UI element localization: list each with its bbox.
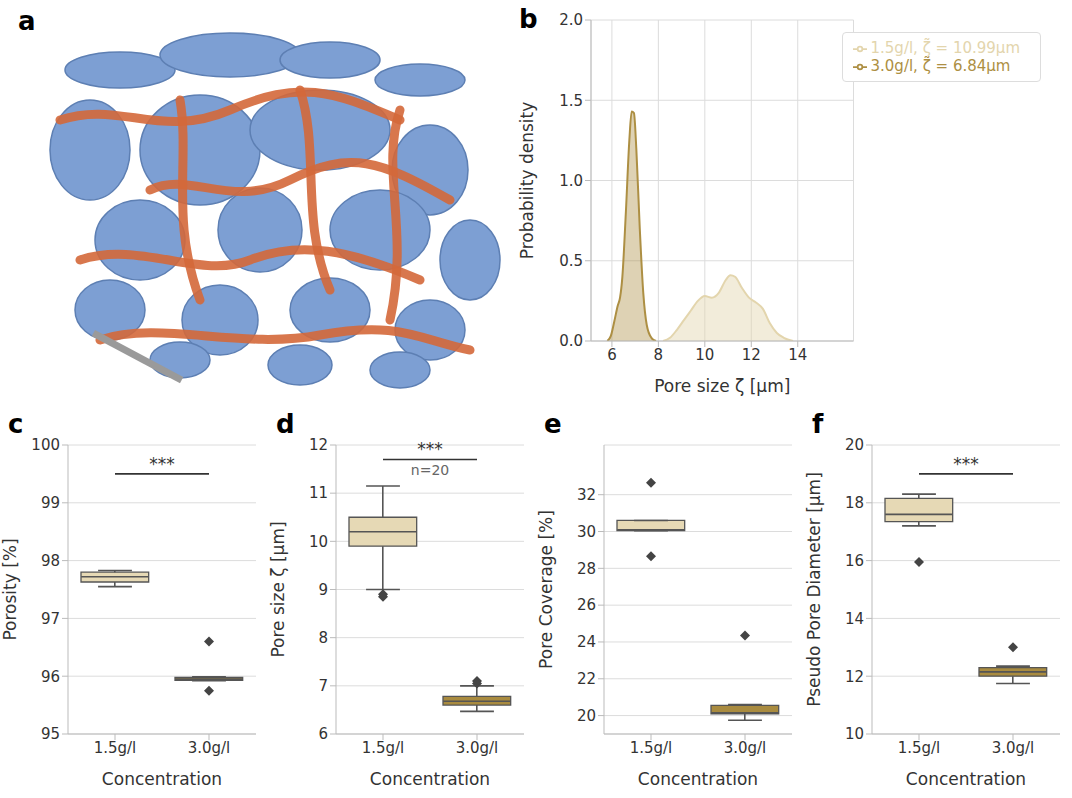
svg-text:30: 30: [577, 523, 596, 541]
svg-text:0.5: 0.5: [559, 252, 583, 270]
svg-text:1.0: 1.0: [559, 172, 583, 190]
svg-text:14: 14: [845, 610, 864, 628]
svg-text:6: 6: [607, 346, 617, 364]
svg-text:3.0g/l: 3.0g/l: [724, 739, 767, 757]
svg-text:12: 12: [845, 668, 864, 686]
svg-text:10: 10: [845, 725, 864, 743]
svg-text:***: ***: [417, 439, 443, 459]
svg-text:6: 6: [318, 725, 328, 743]
svg-text:Pore size ζ [µm]: Pore size ζ [µm]: [268, 521, 288, 657]
svg-text:98: 98: [41, 552, 60, 570]
svg-text:Concentration: Concentration: [638, 769, 758, 789]
svg-text:9: 9: [318, 581, 328, 599]
svg-text:24: 24: [577, 633, 596, 651]
html-text:1.5g/l, ζ̃ = 10.99µm: 1.5g/l, ζ̃ = 10.99µm: [870, 39, 1020, 57]
svg-text:1.5g/l: 1.5g/l: [630, 739, 673, 757]
svg-text:2.0: 2.0: [559, 11, 583, 29]
html-text:b: b: [519, 4, 538, 34]
svg-text:16: 16: [845, 552, 864, 570]
svg-text:Pseudo Pore Diameter [µm]: Pseudo Pore Diameter [µm]: [804, 472, 824, 707]
svg-text:22: 22: [577, 670, 596, 688]
svg-text:1.5: 1.5: [559, 92, 583, 110]
svg-text:***: ***: [953, 454, 979, 474]
svg-text:100: 100: [31, 436, 60, 454]
svg-text:3.0g/l: 3.0g/l: [188, 739, 231, 757]
svg-text:32: 32: [577, 486, 596, 504]
svg-text:8: 8: [318, 629, 328, 647]
svg-text:26: 26: [577, 596, 596, 614]
svg-text:12: 12: [309, 436, 328, 454]
html-text:a: a: [18, 6, 36, 36]
html-text:d: d: [276, 409, 295, 439]
svg-text:Pore Coverage [%]: Pore Coverage [%]: [536, 510, 556, 669]
svg-text:99: 99: [41, 494, 60, 512]
svg-text:95: 95: [41, 725, 60, 743]
html-text:e: e: [544, 409, 562, 439]
html-text:c: c: [8, 409, 24, 439]
svg-text:20: 20: [577, 707, 596, 725]
svg-text:1.5g/l: 1.5g/l: [898, 739, 941, 757]
html-text:3.0g/l, ζ̃ = 6.84µm: 3.0g/l, ζ̃ = 6.84µm: [870, 57, 1011, 75]
svg-text:3.0g/l: 3.0g/l: [992, 739, 1035, 757]
svg-text:Porosity [%]: Porosity [%]: [0, 538, 20, 640]
svg-text:11: 11: [309, 484, 328, 502]
svg-text:1.5g/l: 1.5g/l: [362, 739, 405, 757]
svg-text:Concentration: Concentration: [102, 769, 222, 789]
svg-text:97: 97: [41, 610, 60, 628]
svg-text:20: 20: [845, 436, 864, 454]
svg-text:14: 14: [788, 346, 807, 364]
svg-text:12: 12: [742, 346, 761, 364]
svg-text:Pore size ζ [µm]: Pore size ζ [µm]: [654, 376, 790, 396]
svg-text:10: 10: [309, 533, 328, 551]
svg-text:8: 8: [654, 346, 664, 364]
svg-text:Concentration: Concentration: [370, 769, 490, 789]
svg-text:Probability density: Probability density: [517, 102, 537, 260]
svg-text:3.0g/l: 3.0g/l: [456, 739, 499, 757]
html-text:f: f: [812, 409, 824, 439]
svg-text:28: 28: [577, 560, 596, 578]
svg-text:Concentration: Concentration: [906, 769, 1026, 789]
svg-text:n=20: n=20: [411, 462, 449, 478]
svg-text:7: 7: [318, 677, 328, 695]
svg-text:***: ***: [149, 454, 175, 474]
svg-text:1.5g/l: 1.5g/l: [94, 739, 137, 757]
svg-text:18: 18: [845, 494, 864, 512]
svg-text:96: 96: [41, 668, 60, 686]
svg-text:0.0: 0.0: [559, 332, 583, 350]
svg-text:10: 10: [695, 346, 714, 364]
